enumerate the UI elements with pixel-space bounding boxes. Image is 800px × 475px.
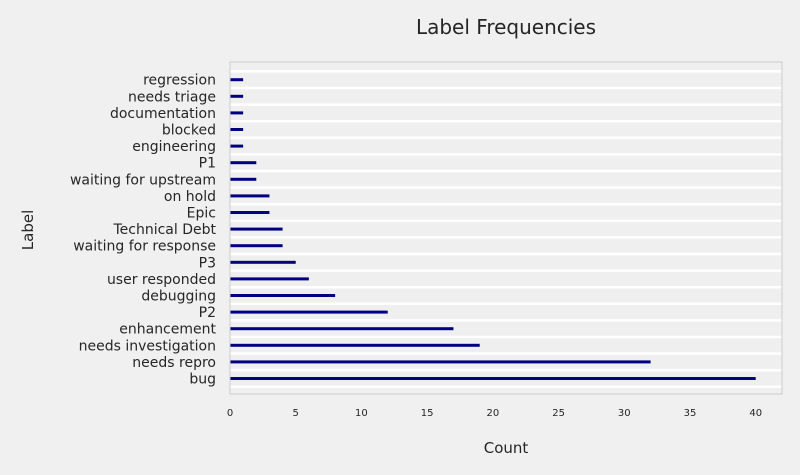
chart-title: Label Frequencies — [416, 15, 596, 39]
category-label: Epic — [187, 206, 216, 222]
bar-user-responded — [230, 277, 309, 281]
plot-area — [230, 62, 782, 394]
category-label: P3 — [199, 255, 216, 271]
category-label: needs investigation — [79, 338, 216, 354]
category-label: P1 — [199, 156, 216, 172]
x-tick-labels: 0 5 10 15 20 25 30 35 40 — [227, 408, 762, 419]
bar-p3 — [230, 260, 296, 264]
category-label: bug — [189, 372, 216, 388]
bar-bug — [230, 377, 756, 380]
bar-waiting-for-upstream — [230, 177, 257, 181]
category-label: needs triage — [128, 89, 216, 105]
category-label: enhancement — [119, 322, 216, 338]
bar-debugging — [230, 294, 336, 297]
x-axis-label: Count — [484, 439, 529, 457]
x-tick-label: 15 — [421, 408, 434, 419]
x-tick-label: 25 — [552, 408, 565, 419]
x-tick-label: 30 — [618, 408, 631, 419]
category-label: on hold — [164, 189, 216, 205]
category-label: waiting for response — [73, 239, 216, 255]
bar-regression — [230, 78, 244, 82]
bar-blocked — [230, 128, 244, 131]
bar-enhancement — [230, 327, 454, 331]
category-label: debugging — [141, 289, 216, 305]
x-tick-label: 0 — [227, 408, 233, 419]
x-tick-label: 5 — [293, 408, 299, 419]
bar-on-hold — [230, 194, 270, 198]
bar-p1 — [230, 161, 257, 165]
bar-waiting-for-response — [230, 244, 283, 248]
category-label: user responded — [107, 272, 216, 288]
x-tick-label: 40 — [749, 408, 762, 419]
y-axis-label: Label — [19, 210, 37, 250]
plot-frame — [229, 61, 783, 395]
category-label: waiting for upstream — [70, 172, 216, 188]
category-label: documentation — [110, 106, 216, 122]
bar-needs-investigation — [230, 343, 480, 347]
x-tick-label: 20 — [486, 408, 499, 419]
x-tick-label: 35 — [684, 408, 697, 419]
bar-documentation — [230, 111, 244, 115]
bar-p2 — [230, 310, 388, 314]
category-label: regression — [143, 73, 216, 89]
category-label: P2 — [199, 305, 216, 321]
category-label: needs repro — [132, 355, 216, 371]
category-label: engineering — [132, 139, 216, 155]
category-label: Technical Debt — [112, 222, 216, 238]
bar-epic — [230, 211, 270, 214]
bar-engineering — [230, 144, 244, 148]
bar-needs-triage — [230, 94, 244, 98]
bar-technical-debt — [230, 227, 283, 231]
bars — [230, 78, 756, 380]
gridlines — [230, 70, 782, 389]
bar-needs-repro — [230, 360, 651, 364]
category-label: blocked — [162, 123, 216, 139]
x-tick-label: 10 — [355, 408, 368, 419]
